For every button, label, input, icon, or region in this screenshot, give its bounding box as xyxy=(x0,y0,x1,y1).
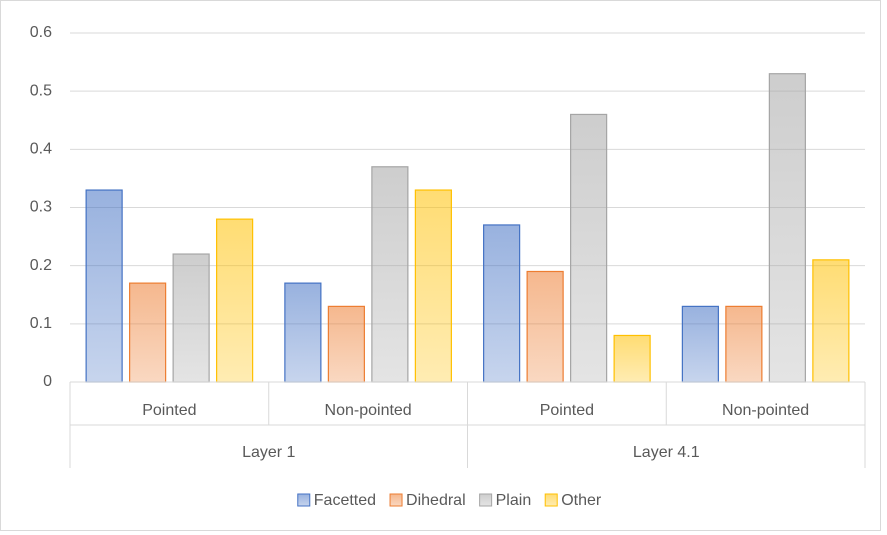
legend: Facetted Dihedral Plain Other xyxy=(297,492,602,509)
group-label: Layer 1 xyxy=(242,444,295,461)
x-tick-label: Non-pointed xyxy=(325,402,412,419)
bar xyxy=(284,282,322,383)
legend-swatch xyxy=(544,493,558,507)
legend-swatch xyxy=(479,493,493,507)
y-tick-label: 0.6 xyxy=(30,24,52,41)
bar xyxy=(414,189,452,383)
bar xyxy=(327,305,365,383)
bar xyxy=(681,305,719,383)
y-tick-label: 0.3 xyxy=(30,199,52,216)
bar xyxy=(725,305,763,383)
bar xyxy=(526,270,564,383)
bar xyxy=(85,189,123,383)
y-tick-label: 0.1 xyxy=(30,315,52,332)
legend-label: Plain xyxy=(496,492,532,509)
bar xyxy=(371,166,409,383)
x-tick-label: Pointed xyxy=(540,402,594,419)
x-tick-label: Pointed xyxy=(142,402,196,419)
group-label: Layer 4.1 xyxy=(633,444,700,461)
bar xyxy=(483,224,521,383)
y-tick-label: 0.2 xyxy=(30,257,52,274)
legend-swatch xyxy=(389,493,403,507)
legend-label: Other xyxy=(561,492,602,509)
legend-swatch xyxy=(297,493,311,507)
y-tick-label: 0 xyxy=(43,373,52,390)
bar xyxy=(768,73,806,383)
legend-label: Facetted xyxy=(314,492,376,509)
x-tick-label: Non-pointed xyxy=(722,402,809,419)
y-tick-label: 0.5 xyxy=(30,82,52,99)
bar xyxy=(613,334,651,383)
bar xyxy=(216,218,254,383)
bar xyxy=(570,113,608,383)
legend-label: Dihedral xyxy=(406,492,466,509)
bar xyxy=(812,259,850,383)
bar xyxy=(172,253,210,383)
bar xyxy=(129,282,167,383)
y-tick-label: 0.4 xyxy=(30,141,52,158)
